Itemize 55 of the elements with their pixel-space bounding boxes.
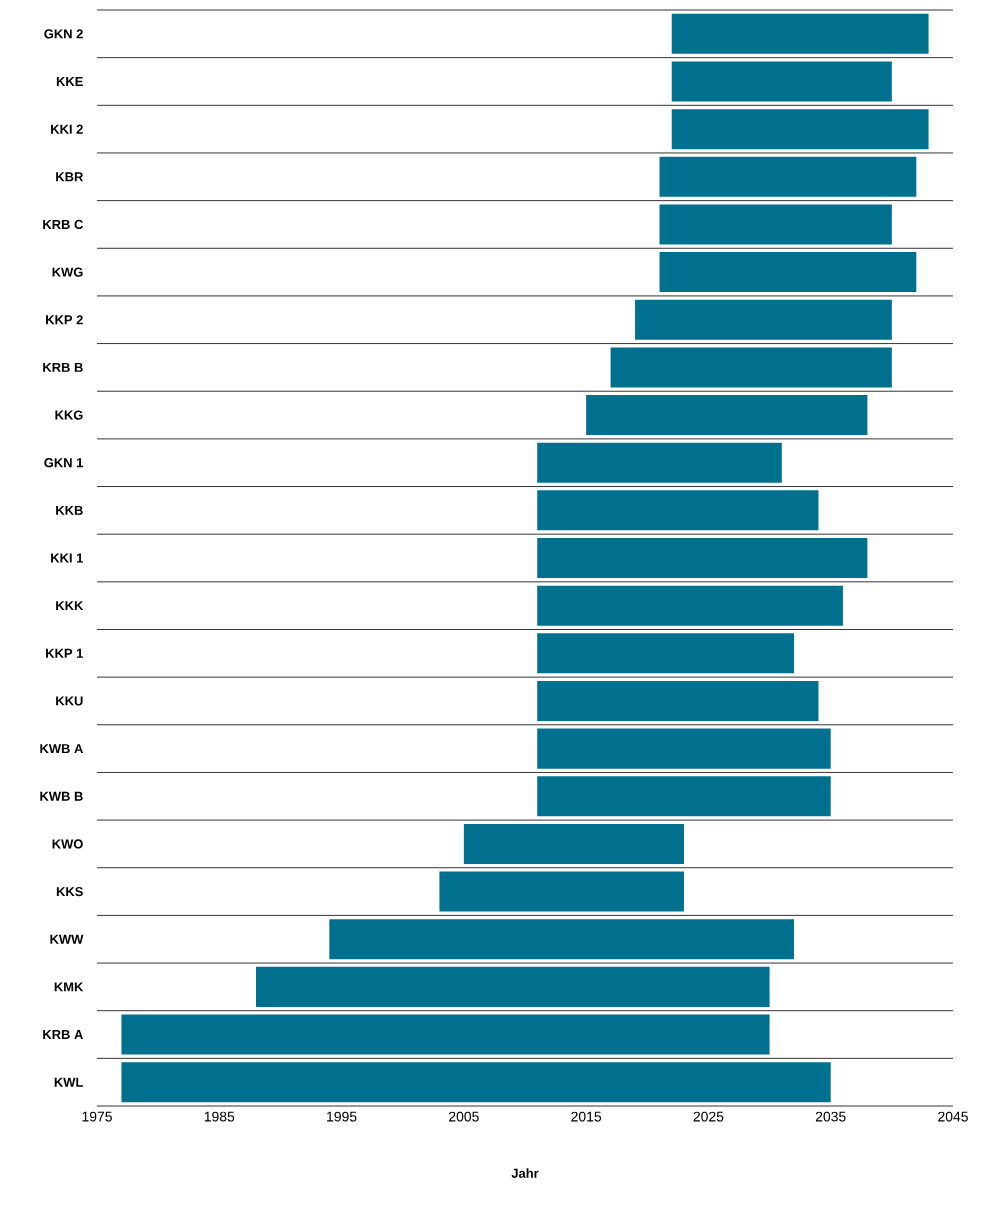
y-tick-label: KKP 2 [46, 315, 83, 325]
y-tick-label: KKP 1 [46, 648, 83, 658]
y-tick-label: KMK [54, 982, 84, 992]
y-tick-label: KKI 2 [51, 124, 83, 134]
y-tick-label: GKN 2 [44, 29, 83, 39]
x-tick-label: 2025 [693, 1111, 724, 1122]
y-tick-label: GKN 1 [44, 458, 83, 468]
y-tick-label: KRB A [43, 1030, 83, 1039]
y-tick-label: KWL [54, 1077, 83, 1087]
y-tick-label: KWB A [40, 744, 83, 754]
y-tick-label: KRB B [43, 362, 83, 372]
y-tick-label: KKE [56, 77, 83, 86]
x-tick-label: 1995 [327, 1111, 357, 1122]
y-tick-label: KKB [56, 505, 83, 515]
x-axis-title: Jahr [511, 1168, 539, 1178]
bar [537, 728, 831, 769]
y-tick-label: KRB C [43, 219, 83, 230]
y-tick-label: KWB B [40, 791, 83, 801]
bar [610, 347, 892, 388]
bar [537, 585, 843, 626]
bar [537, 680, 819, 721]
x-tick-label: 2045 [938, 1111, 968, 1122]
y-tick-label: KWG [52, 267, 83, 277]
y-tick-label: KWO [52, 839, 83, 849]
x-tick-label: 1975 [82, 1111, 112, 1122]
bar [659, 204, 892, 245]
bar [537, 633, 795, 674]
bar [659, 156, 917, 197]
x-tick-label: 2005 [449, 1111, 479, 1122]
bar [586, 395, 868, 436]
x-tick-label: 2035 [815, 1111, 846, 1122]
bar [439, 871, 684, 912]
x-tick-label: 2015 [571, 1111, 602, 1122]
bar [671, 109, 929, 150]
bar [463, 823, 684, 864]
bar [537, 490, 819, 531]
bar [255, 966, 770, 1007]
y-tick-label: KKG [55, 410, 83, 420]
y-tick-label: KKK [56, 601, 84, 611]
bar [121, 1062, 831, 1103]
y-tick-label: KKI 1 [51, 553, 83, 563]
bar [329, 919, 795, 960]
bar [671, 61, 892, 102]
x-tick-label: 1985 [204, 1111, 235, 1122]
bar [537, 442, 782, 483]
bar [537, 538, 868, 579]
bar [671, 13, 929, 54]
y-tick-label: KWW [50, 934, 84, 944]
bar [537, 776, 831, 817]
bar [659, 252, 917, 293]
y-tick-label: KKU [56, 696, 83, 706]
y-tick-label: KBR [56, 172, 84, 182]
y-tick-label: KKS [56, 886, 83, 897]
bar [635, 299, 892, 340]
bar [121, 1014, 770, 1055]
